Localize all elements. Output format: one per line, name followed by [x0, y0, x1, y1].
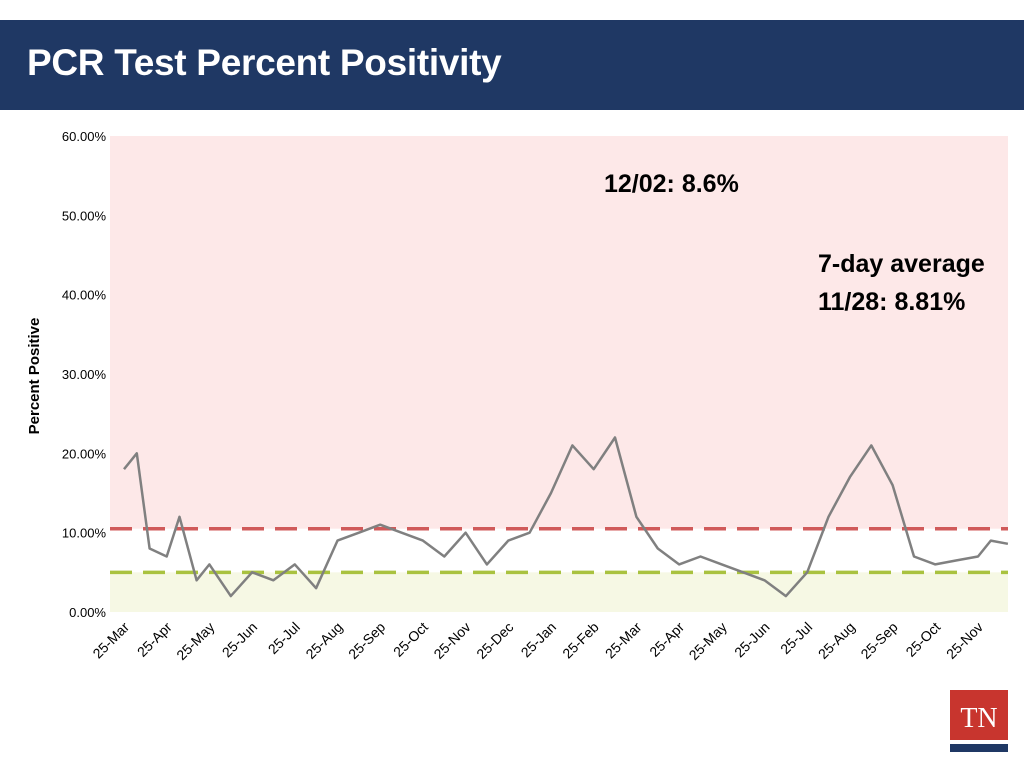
- x-tick-label: 25-Oct: [390, 619, 431, 660]
- y-tick-label: 50.00%: [62, 208, 107, 223]
- page-title: PCR Test Percent Positivity: [27, 42, 502, 83]
- daily-value-annotation: 12/02: 8.6%: [604, 170, 739, 198]
- x-tick-label: 25-May: [173, 619, 217, 663]
- y-tick-label: 30.00%: [62, 367, 107, 382]
- x-tick-label: 25-May: [686, 619, 730, 663]
- x-tick-label: 25-Aug: [815, 619, 858, 662]
- logo-text: TN: [960, 703, 997, 734]
- y-tick-label: 20.00%: [62, 446, 107, 461]
- y-tick-label: 10.00%: [62, 526, 107, 541]
- x-tick-label: 25-Oct: [902, 619, 943, 660]
- x-tick-label: 25-Sep: [857, 619, 900, 662]
- percent-positivity-chart: 0.00% 10.00% 20.00% 30.00% 40.00% 50.00% 60.00…: [26, 129, 1009, 663]
- x-tick-label: 25-Jan: [518, 619, 560, 661]
- x-tick-label: 25-Nov: [430, 619, 473, 662]
- low-positivity-zone: [110, 572, 1008, 612]
- y-tick-label: 60.00%: [62, 129, 107, 144]
- x-tick-label: 25-Nov: [943, 619, 986, 662]
- y-tick-label: 40.00%: [62, 288, 107, 303]
- x-tick-label: 25-Apr: [646, 619, 687, 660]
- title-bar: PCR Test Percent Positivity: [0, 20, 1024, 110]
- tn-logo: TN: [950, 690, 1008, 752]
- x-tick-label: 25-Aug: [302, 619, 345, 662]
- x-tick-label: 25-Sep: [345, 619, 388, 662]
- x-tick-label: 25-Dec: [473, 619, 516, 662]
- x-tick-label: 25-Jul: [265, 619, 303, 657]
- x-tick-label: 25-Jun: [731, 619, 773, 661]
- x-tick-label: 25-Feb: [559, 619, 602, 662]
- positivity-series-line: [123, 436, 1009, 598]
- x-tick-label: 25-Mar: [89, 619, 132, 662]
- x-tick-label: 25-Apr: [134, 619, 175, 660]
- seven-day-average-annotation: 11/28: 8.81%: [818, 288, 965, 316]
- y-tick-label: 0.00%: [69, 605, 106, 620]
- y-axis-label: Percent Positive: [26, 318, 43, 435]
- seven-day-average-annotation: 7-day average: [818, 250, 985, 278]
- high-positivity-zone: [110, 136, 1008, 529]
- x-tick-label: 25-Mar: [602, 619, 645, 662]
- x-tick-label: 25-Jul: [777, 619, 815, 657]
- x-tick-label: 25-Jun: [219, 619, 261, 661]
